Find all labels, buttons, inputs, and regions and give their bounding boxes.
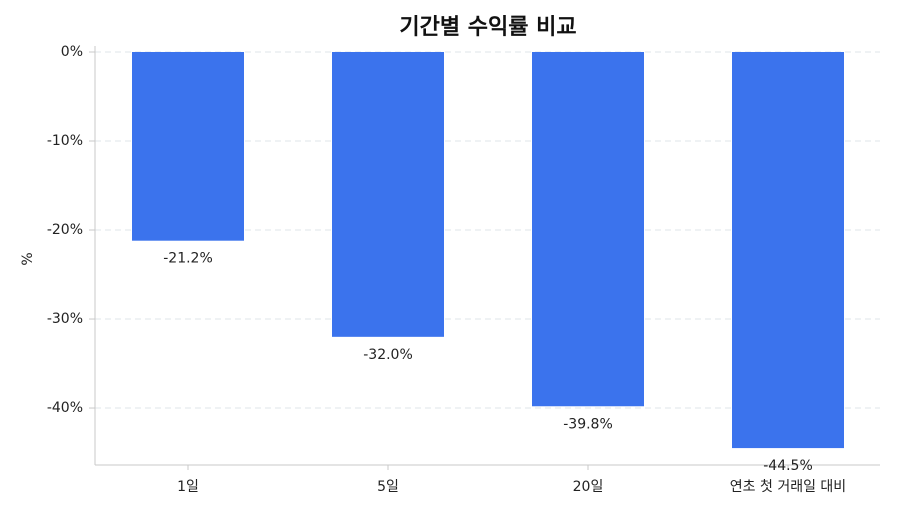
bar	[132, 52, 244, 241]
data-label: -39.8%	[563, 416, 613, 432]
x-tick-label: 1일	[177, 479, 199, 495]
bar	[332, 52, 444, 337]
x-tick-label: 연초 첫 거래일 대비	[730, 479, 846, 495]
data-label: -44.5%	[763, 458, 813, 474]
y-tick-label: -10%	[47, 133, 83, 149]
x-tick-label: 20일	[573, 479, 604, 495]
bar	[732, 52, 844, 449]
y-tick-label: 0%	[61, 44, 83, 60]
bar	[532, 52, 644, 407]
y-axis-label: %	[20, 252, 36, 265]
data-label: -21.2%	[163, 251, 213, 267]
x-tick-label: 5일	[377, 479, 399, 495]
y-tick-label: -30%	[47, 311, 83, 327]
chart-title: 기간별 수익률 비교	[399, 15, 576, 40]
y-tick-label: -20%	[47, 222, 83, 238]
y-tick-label: -40%	[47, 400, 83, 416]
data-label: -32.0%	[363, 347, 413, 363]
